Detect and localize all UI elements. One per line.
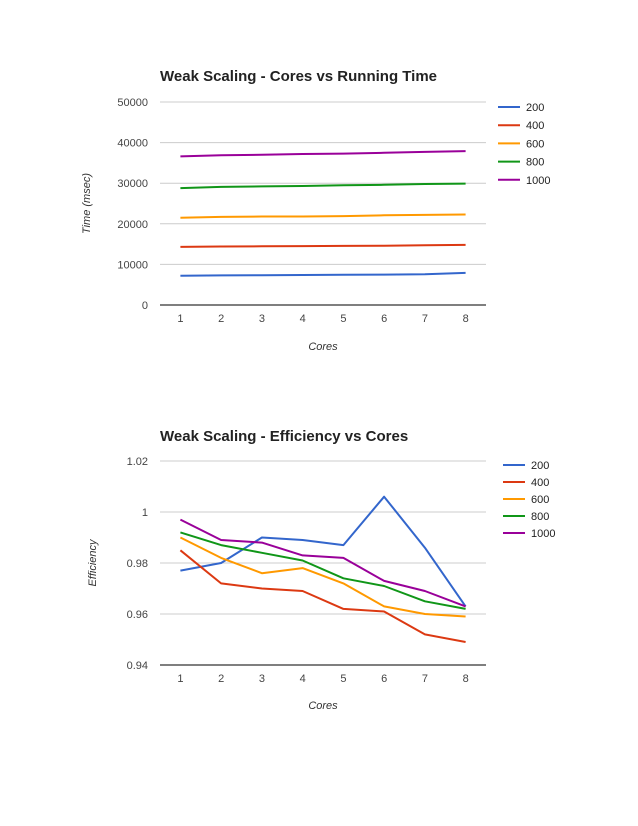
x-tick-label: 6: [381, 313, 387, 325]
chart-title: Weak Scaling - Cores vs Running Time: [160, 68, 437, 85]
series-line-800: [180, 182, 466, 190]
x-tick-label: 2: [218, 673, 224, 685]
legend-label: 200: [531, 460, 549, 472]
x-tick-label: 3: [259, 313, 265, 325]
series-line-200: [180, 495, 467, 607]
x-tick-label: 1: [177, 313, 183, 325]
series-line-1000: [179, 518, 466, 608]
x-tick-label: 3: [259, 673, 265, 685]
legend-label: 600: [531, 494, 549, 506]
x-tick-label: 2: [218, 313, 224, 325]
series-line-600: [179, 536, 466, 618]
x-axis-label: Cores: [308, 700, 338, 712]
legend-label: 400: [526, 120, 544, 132]
series-line-200: [180, 271, 466, 277]
x-tick-label: 5: [340, 673, 346, 685]
chart-title: Weak Scaling - Efficiency vs Cores: [160, 428, 408, 445]
series-line-600: [180, 213, 466, 219]
y-axis-label: Efficiency: [87, 538, 99, 587]
y-tick-label: 50000: [117, 97, 148, 109]
y-tick-label: 30000: [117, 178, 148, 190]
x-tick-label: 7: [422, 673, 428, 685]
legend-label: 1000: [526, 175, 550, 187]
x-tick-label: 8: [463, 673, 469, 685]
chart-2: Weak Scaling - Efficiency vs Cores 0.94 0.…: [87, 428, 555, 712]
x-tick-label: 8: [463, 313, 469, 325]
y-tick-label: 1.02: [127, 456, 148, 468]
x-axis-label: Cores: [308, 341, 338, 353]
series-line-400: [179, 549, 466, 643]
x-tick-label: 5: [340, 313, 346, 325]
legend-label: 400: [531, 477, 549, 489]
x-tick-label: 6: [381, 673, 387, 685]
legend-label: 800: [531, 511, 549, 523]
legend-label: 200: [526, 102, 544, 114]
x-tick-label: 4: [300, 673, 306, 685]
series-line-400: [180, 243, 466, 248]
y-tick-label: 1: [142, 507, 148, 519]
x-tick-label: 7: [422, 313, 428, 325]
y-tick-label: 0: [142, 300, 148, 312]
y-tick-label: 20000: [117, 219, 148, 231]
legend-label: 600: [526, 138, 544, 150]
y-tick-label: 40000: [117, 138, 148, 150]
legend-label: 800: [526, 157, 544, 169]
x-tick-label: 4: [300, 313, 306, 325]
y-axis-label: Time (msec): [81, 173, 93, 234]
series-line-1000: [180, 150, 466, 158]
series-line-800: [180, 531, 466, 610]
x-tick-label: 1: [177, 673, 183, 685]
chart-1: Weak Scaling - Cores vs Running Time 0 100…: [81, 68, 550, 353]
y-tick-label: 0.96: [127, 609, 148, 621]
legend-label: 1000: [531, 528, 555, 540]
y-tick-label: 10000: [117, 259, 148, 271]
y-tick-label: 0.98: [127, 558, 148, 570]
y-tick-label: 0.94: [127, 660, 148, 672]
